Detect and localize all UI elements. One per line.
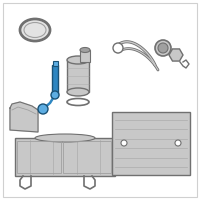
Ellipse shape	[67, 56, 89, 64]
Bar	[80, 50, 90, 62]
Bar	[15, 138, 115, 176]
Bar	[52, 65, 58, 95]
Circle shape	[113, 43, 123, 53]
Ellipse shape	[67, 88, 89, 96]
Circle shape	[51, 91, 59, 99]
Circle shape	[155, 40, 171, 56]
Circle shape	[121, 140, 127, 146]
Bar	[17, 141, 61, 173]
Bar	[63, 141, 111, 173]
Ellipse shape	[22, 21, 48, 40]
Ellipse shape	[35, 134, 95, 142]
Bar	[53, 61, 58, 66]
Bar	[67, 60, 89, 92]
Circle shape	[175, 140, 181, 146]
Bar	[112, 112, 190, 175]
Ellipse shape	[80, 47, 90, 52]
Circle shape	[38, 104, 48, 114]
Polygon shape	[10, 102, 38, 132]
Polygon shape	[169, 49, 183, 61]
Circle shape	[158, 43, 168, 53]
